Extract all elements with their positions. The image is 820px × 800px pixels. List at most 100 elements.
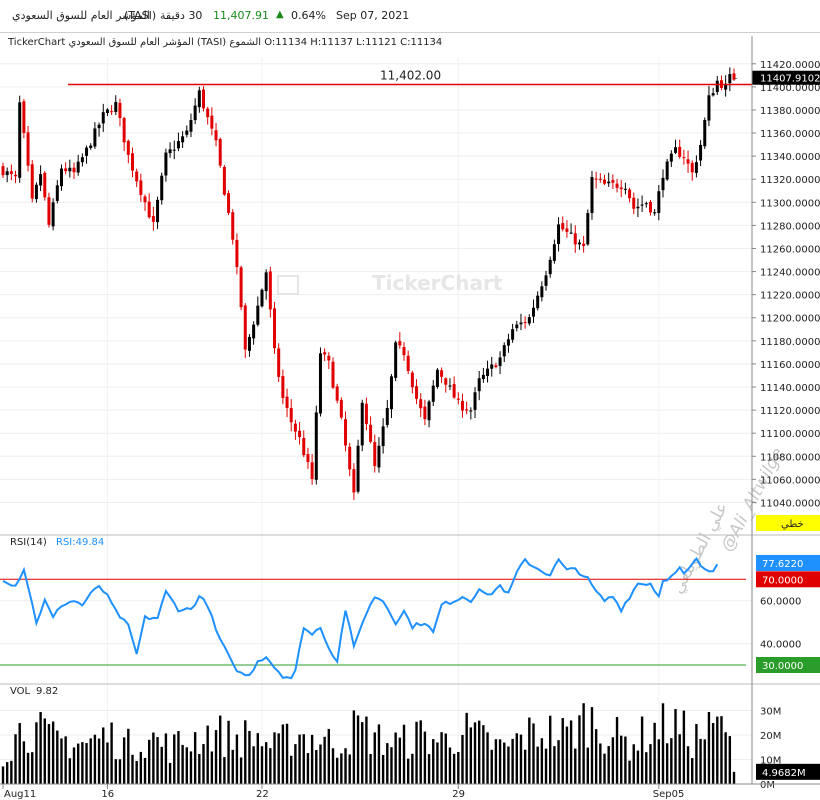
volume-bar (528, 717, 531, 784)
candle-up (89, 145, 93, 148)
volume-bar (193, 732, 197, 784)
volume-bar (14, 734, 17, 784)
candle-down (444, 378, 448, 385)
drawing-tool-badge[interactable] (756, 515, 820, 531)
candle-up (260, 289, 264, 307)
volume-tick-label: 0M (760, 780, 775, 791)
volume-bar (189, 751, 193, 784)
volume-bar (26, 752, 30, 784)
volume-bar (507, 746, 510, 784)
candle-up (356, 445, 360, 492)
volume-panel: 30M 20M 10M 0M4.9682M (0, 703, 820, 791)
last-price-tag-label: 11407.9102 (760, 74, 820, 85)
volume-bar (716, 716, 719, 784)
symbol-name[interactable]: المؤشر العام للسوق السعودي (12, 9, 150, 22)
candlestick-chart[interactable]: TickerChart TickerChart المؤشر العام للس… (0, 32, 820, 800)
candle-up (653, 212, 657, 214)
candle-down (494, 365, 498, 367)
candle-down (281, 376, 285, 398)
volume-bar (290, 755, 293, 784)
volume-bar (381, 754, 385, 784)
volume-bar (640, 716, 644, 784)
price-axis[interactable]: 11420.0000 11400.0000 11380.0000 11360.0000… (752, 60, 820, 510)
candle-down (214, 130, 218, 141)
volume-bar (674, 709, 677, 784)
candle-up (519, 322, 523, 325)
volume-bar (728, 736, 732, 784)
volume-bar (544, 748, 548, 784)
volume-bar (227, 720, 230, 784)
watermark: TickerChart (372, 271, 503, 295)
volume-bar (398, 737, 402, 784)
volume-bar (615, 716, 619, 784)
candle-down (143, 196, 147, 203)
volume-bar (519, 734, 523, 784)
volume-bar (18, 723, 21, 784)
volume-bar (110, 722, 113, 784)
candle-up (502, 345, 506, 357)
candle-down (22, 101, 26, 133)
volume-bar (448, 747, 452, 784)
candle-down (139, 180, 143, 195)
candle-down (364, 403, 368, 424)
candle-down (460, 400, 464, 411)
volume-bar (553, 746, 556, 784)
volume-bar (248, 730, 251, 784)
candle-down (239, 267, 243, 308)
candle-up (623, 188, 627, 190)
candle-up (715, 80, 719, 93)
volume-bar (131, 754, 134, 784)
volume-bar (310, 734, 314, 784)
rsi-current-tag (756, 554, 820, 571)
candle-up (486, 368, 490, 377)
volume-bar (406, 758, 410, 784)
volume-bar (206, 725, 209, 784)
price-tick-label: 11140.0000 (760, 383, 820, 394)
interval[interactable]: 30 دقيقة (160, 9, 203, 22)
candle-up (189, 120, 193, 132)
candle-up (80, 157, 84, 163)
candle-up (473, 392, 477, 410)
candle-up (114, 101, 118, 112)
candle-up (490, 364, 494, 369)
candle-down (289, 408, 293, 423)
volume-bar (210, 751, 214, 784)
candle-up (540, 286, 544, 298)
volume-bar (60, 738, 63, 784)
candle-up (318, 353, 322, 414)
candle-down (268, 271, 272, 310)
candle-down (277, 348, 281, 377)
info-line: TickerChart المؤشر العام للسوق السعودي (… (7, 37, 442, 48)
volume-bar (645, 752, 648, 784)
candle-up (661, 177, 665, 191)
volume-bar (327, 728, 331, 784)
time-tick-label: 22 (256, 789, 269, 800)
volume-bar (56, 730, 59, 784)
volume-bar (47, 724, 51, 784)
volume-bar (532, 723, 535, 784)
volume-bar (423, 731, 427, 784)
candle-up (694, 162, 698, 173)
volume-bar (5, 762, 9, 784)
volume-bar (1, 766, 5, 784)
volume-bar (31, 752, 34, 784)
candle-up (172, 149, 176, 151)
price-tick-label: 11220.0000 (760, 291, 820, 302)
candle-down (47, 197, 51, 225)
volume-bar (168, 762, 172, 784)
symbol-code[interactable]: (TASI) (124, 9, 157, 22)
candle-down (206, 108, 210, 118)
candle-down (30, 164, 34, 199)
volume-bar (444, 733, 447, 784)
candle-down (222, 166, 226, 195)
candle-up (448, 385, 452, 387)
candle-up (39, 174, 43, 186)
rsi-panel: 60.0000 40.0000 77.6220 70.0000 30.0000 (0, 554, 820, 680)
time-axis[interactable]: Aug11 16 22 29 Sep05 (2, 784, 684, 800)
volume-bar (214, 730, 218, 784)
candle-up (669, 153, 673, 162)
volume-tick-label: 20M (760, 731, 781, 742)
last-price: 11,407.91 (213, 9, 269, 22)
candle-up (435, 369, 439, 387)
time-tick-label: 29 (452, 789, 465, 800)
